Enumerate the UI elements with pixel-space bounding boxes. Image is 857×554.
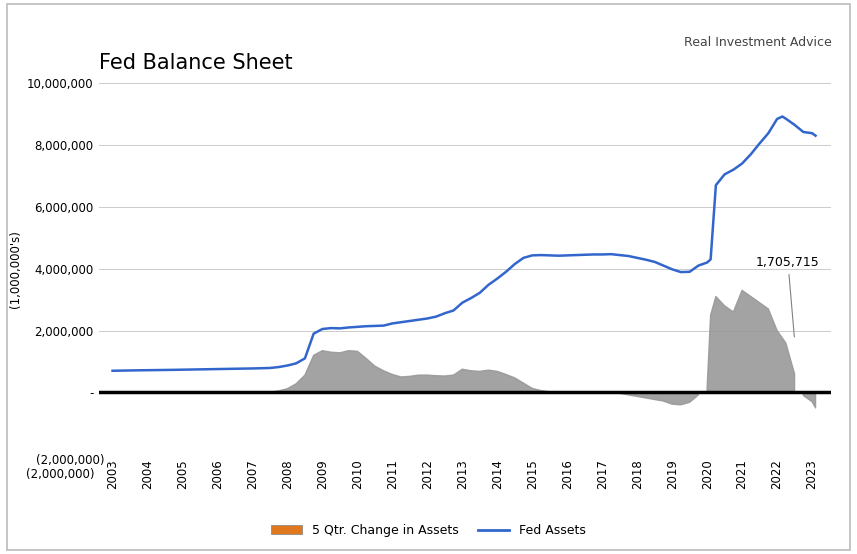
- Y-axis label: (1,000,000's): (1,000,000's): [9, 230, 21, 307]
- Legend: 5 Qtr. Change in Assets, Fed Assets: 5 Qtr. Change in Assets, Fed Assets: [266, 519, 591, 542]
- Text: Fed Balance Sheet: Fed Balance Sheet: [99, 53, 292, 73]
- Text: 1,705,715: 1,705,715: [756, 256, 820, 337]
- Text: Real Investment Advice: Real Investment Advice: [684, 36, 831, 49]
- Text: (2,000,000): (2,000,000): [26, 468, 94, 481]
- Text: (2,000,000): (2,000,000): [36, 454, 105, 467]
